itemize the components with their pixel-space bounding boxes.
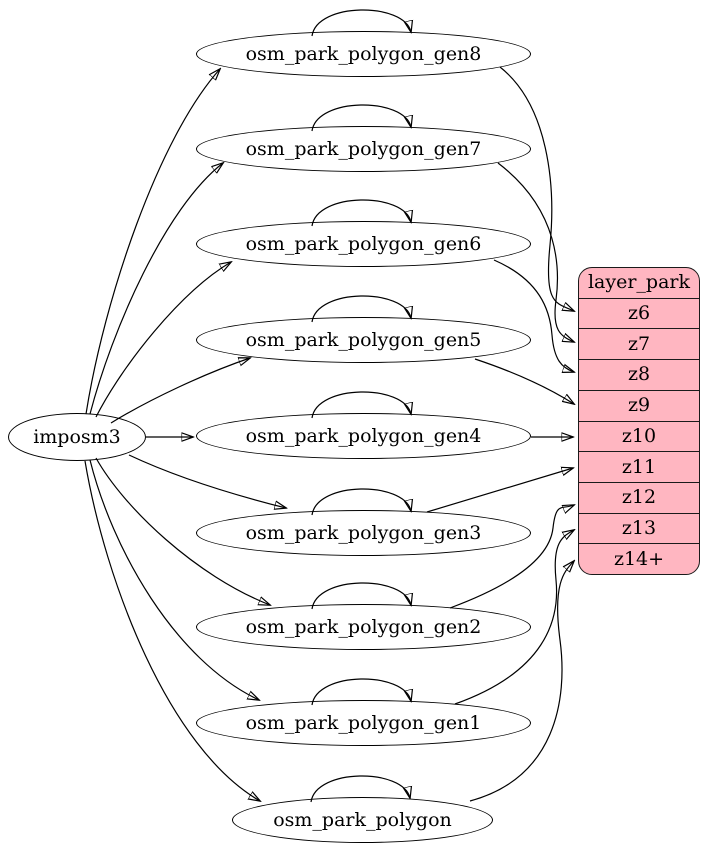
layer-row-z11: z11 [579, 451, 699, 482]
layer-row-z13: z13 [579, 512, 699, 544]
table-node-osm-park-polygon: osm_park_polygon [232, 797, 493, 843]
edge-gen8-to-z6 [499, 66, 574, 311]
table-node-osm-park-polygon-gen4: osm_park_polygon_gen4 [196, 413, 531, 459]
table-node-label: osm_park_polygon_gen8 [245, 42, 482, 65]
edge-imposm3-to-gen7 [89, 163, 223, 415]
edge-gen5-to-z9 [474, 358, 574, 404]
layer-park-node: layer_park z6 z7 z8 z9 z10 z11 z12 z13 z… [578, 267, 700, 575]
edge-imposm3-to-gen1 [89, 459, 259, 700]
edge-gen3-to-z11 [426, 468, 573, 513]
layer-row-z8: z8 [579, 359, 699, 390]
table-node-label: osm_park_polygon_gen7 [245, 137, 482, 160]
table-node-label: osm_park_polygon_gen6 [245, 232, 482, 255]
table-node-label: osm_park_polygon_gen2 [245, 615, 482, 638]
layer-row-z14: z14+ [579, 543, 699, 574]
layer-row-z6: z6 [579, 297, 699, 329]
layer-park-title: layer_park [587, 271, 691, 294]
table-node-label: osm_park_polygon [273, 808, 452, 831]
table-node-osm-park-polygon-gen1: osm_park_polygon_gen1 [196, 700, 531, 746]
edge-imposm3-to-gen3 [128, 454, 286, 508]
edge-gen6-to-z8 [493, 259, 574, 372]
table-node-label: osm_park_polygon_gen5 [245, 328, 482, 351]
table-node-osm-park-polygon-gen3: osm_park_polygon_gen3 [196, 510, 531, 556]
edge-imposm3-to-gen5 [110, 358, 250, 424]
layer-row-z10: z10 [579, 420, 699, 452]
table-node-label: osm_park_polygon_gen3 [245, 521, 482, 544]
table-node-osm-park-polygon-gen5: osm_park_polygon_gen5 [196, 317, 531, 363]
table-node-label: osm_park_polygon_gen4 [245, 424, 482, 447]
layer-row-z12: z12 [579, 481, 699, 513]
node-imposm3-label: imposm3 [33, 425, 121, 448]
table-node-osm-park-polygon-gen7: osm_park_polygon_gen7 [196, 126, 531, 172]
table-node-osm-park-polygon-gen2: osm_park_polygon_gen2 [196, 604, 531, 650]
edge-osm-park-polygon-to-z14 [469, 561, 574, 802]
table-node-label: osm_park_polygon_gen1 [245, 711, 482, 734]
layer-row-z7: z7 [579, 328, 699, 359]
table-node-osm-park-polygon-gen8: osm_park_polygon_gen8 [196, 31, 531, 77]
table-node-osm-park-polygon-gen6: osm_park_polygon_gen6 [196, 221, 531, 267]
layer-row-z9: z9 [579, 389, 699, 421]
node-imposm3: imposm3 [8, 413, 146, 461]
